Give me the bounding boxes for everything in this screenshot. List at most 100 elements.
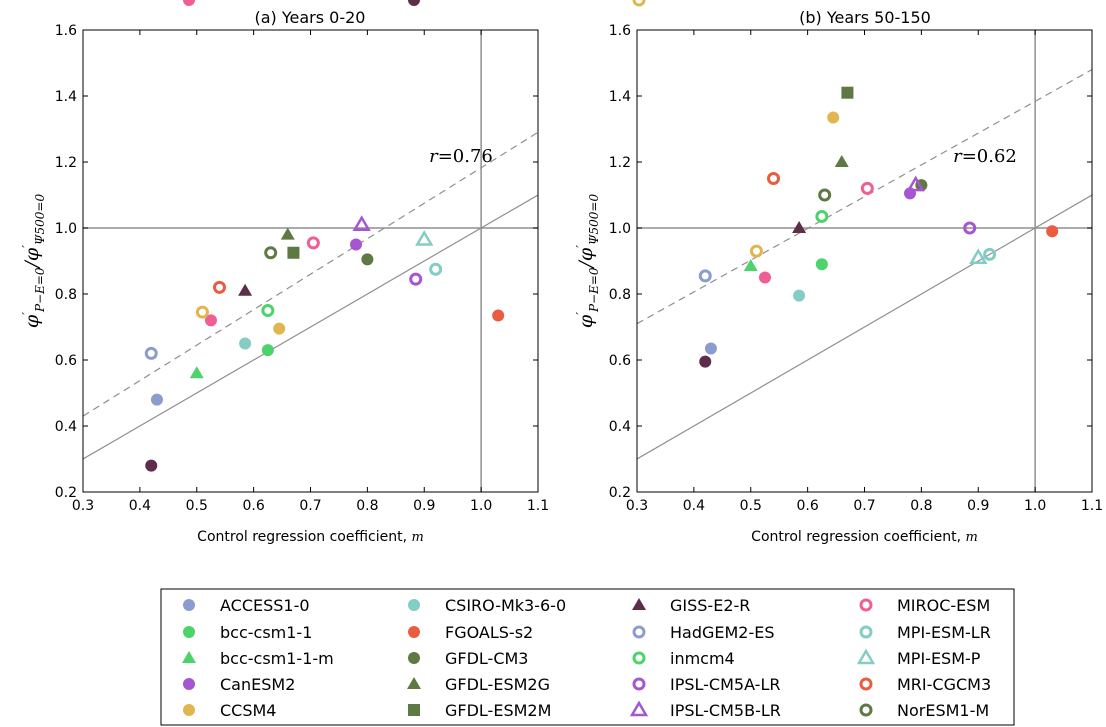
x-tick-label: 0.5: [186, 498, 208, 514]
data-point-mpi-esm-p: [415, 230, 434, 246]
x-tick-label: 0.7: [853, 498, 875, 514]
data-point-canesm2: [350, 238, 362, 251]
legend-marker: [632, 625, 646, 639]
legend-item-miroc-esm: MIROC-ESM: [859, 596, 990, 615]
x-tick-label: 0.3: [626, 498, 648, 514]
x-tick-label: 1.1: [1081, 498, 1103, 514]
legend-frame: [160, 588, 1015, 726]
legend-item-cnrm-cm5: CNRM-CM5: [183, 0, 309, 6]
legend-marker: [183, 0, 195, 6]
y-axis-label: φ′P−E=0/φ′Ψ500=0: [574, 194, 601, 329]
legend-item-mri-cgcm3: MRI-CGCM3: [859, 675, 991, 694]
plot-frame: [82, 29, 539, 493]
data-point-gfdl-cm3: [361, 253, 374, 266]
data-point-mri-cgcm3: [213, 280, 226, 294]
data-point-access1-0: [704, 342, 717, 355]
legend-item-fgoals-s2: FGOALS-s2: [408, 623, 533, 642]
data-point-inmcm4: [261, 304, 275, 317]
data-point-ccsm4: [273, 322, 286, 335]
x-tick-label: 0.8: [356, 498, 378, 514]
legend-marker: [859, 677, 873, 691]
panel-a-title: (a) Years 0-20: [255, 8, 366, 27]
data-point-ccsm4: [827, 111, 840, 124]
data-point-hadgem2-es: [144, 346, 158, 360]
data-point-miroc-esm: [860, 181, 874, 195]
y-tick-label: 1.2: [609, 155, 631, 171]
y-tick-label: 0.6: [55, 353, 77, 369]
y-tick-label: 0.4: [55, 419, 77, 435]
y-tick-label: 0.8: [609, 287, 631, 303]
legend-label: MRI-CGCM3: [897, 675, 991, 694]
legend-marker: [183, 626, 195, 638]
data-point-giss-e2-h: [145, 459, 158, 472]
data-point-miroc-5: [195, 305, 209, 319]
legend-item-inmcm4: inmcm4: [632, 649, 735, 668]
data-point-mpi-esm-p: [969, 248, 988, 264]
data-point-fgoals-s2: [1046, 225, 1059, 238]
data-point-gfdl-esm2g: [834, 155, 849, 167]
legend-label: FGOALS-s2: [445, 623, 533, 642]
legend-item-mpi-esm-p: MPI-ESM-P: [856, 648, 981, 668]
data-point-mpi-esm-lr: [983, 247, 997, 261]
legend-label: MPI-ESM-P: [897, 649, 981, 668]
legend-label: NorESM1-M: [897, 701, 989, 720]
legend-marker: [859, 703, 873, 717]
legend-marker: [632, 0, 646, 7]
legend-marker: [632, 677, 646, 691]
legend-label: CanESM2: [220, 675, 295, 694]
data-point-csiro-mk3-6-0: [793, 289, 806, 302]
y-tick-label: 1.4: [55, 89, 77, 105]
legend-item-canesm2: CanESM2: [183, 675, 295, 694]
data-point-miroc-esm: [306, 236, 320, 250]
legend-label: MPI-ESM-LR: [897, 623, 991, 642]
legend-label: MIROC-5: [670, 0, 739, 4]
legend-item-gfdl-esm2m: GFDL-ESM2M: [408, 701, 551, 720]
data-point-cnrm-cm5: [758, 271, 771, 284]
legend-item-ccsm4: CCSM4: [183, 701, 276, 720]
data-point-gfdl-esm2m: [841, 86, 854, 99]
x-axis-label: Control regression coefficient, m: [751, 529, 978, 545]
legend-marker: [407, 677, 421, 689]
x-tick-label: 0.4: [129, 498, 151, 514]
data-point-mri-cgcm3: [767, 172, 780, 185]
legend-item-gfdl-cm3: GFDL-CM3: [408, 649, 528, 668]
legend-item-hadgem2-es: HadGEM2-ES: [632, 623, 775, 642]
data-point-fgoals-s2: [492, 309, 505, 322]
legend-label: CCSM4: [220, 701, 276, 720]
data-point-giss-e2-r: [792, 221, 807, 233]
panel-b-title: (b) Years 50-150: [799, 8, 931, 27]
legend-marker: [183, 678, 195, 690]
legend-item-miroc-5: MIROC-5: [632, 0, 739, 7]
legend-label: GFDL-ESM2M: [445, 701, 551, 720]
data-point-bcc-csm1-1: [261, 344, 274, 357]
legend-marker: [632, 651, 646, 665]
one-to-one-line: [83, 194, 538, 460]
x-tick-label: 0.3: [72, 498, 94, 514]
data-point-miroc-5: [749, 244, 763, 258]
y-tick-label: 0.6: [609, 353, 631, 369]
data-point-mpi-esm-lr: [429, 262, 443, 276]
legend-item-ipsl-cm5b-lr: IPSL-CM5B-LR: [629, 700, 781, 720]
legend-label: ACCESS1-0: [220, 596, 310, 615]
data-point-csiro-mk3-6-0: [239, 337, 252, 350]
data-point-access1-0: [150, 393, 163, 406]
legend-item-csiro-mk3-6-0: CSIRO-Mk3-6-0: [408, 596, 566, 615]
data-point-noresm1-m: [264, 246, 278, 260]
legend-item-noresm1-m: NorESM1-M: [859, 701, 989, 720]
legend-item-bcc-csm1-1: bcc-csm1-1: [183, 623, 312, 642]
legend-label: GFDL-CM3: [445, 649, 528, 668]
x-tick-label: 0.8: [910, 498, 932, 514]
legend-marker: [629, 700, 649, 717]
plot-frame: [636, 29, 1093, 493]
legend-item-gfdl-esm2g: GFDL-ESM2G: [407, 675, 550, 694]
correlation-annotation: r=0.62: [953, 146, 1017, 167]
x-axis-label: Control regression coefficient, m: [197, 529, 424, 545]
legend-marker: [408, 626, 420, 638]
x-tick-label: 0.9: [967, 498, 989, 514]
legend-label: bcc-csm1-1: [220, 623, 312, 642]
data-point-cnrm-cm5: [204, 314, 217, 327]
legend-label: CSIRO-Mk3-6-0: [445, 596, 566, 615]
data-point-bcc-csm1-1: [815, 258, 828, 271]
data-point-ipsl-cm5a-lr: [409, 272, 423, 286]
panel-a: (a) Years 0-20 0.3 0.4 0.5 0.6 0.7 0.8 0.9 1.0 1…: [20, 8, 549, 545]
